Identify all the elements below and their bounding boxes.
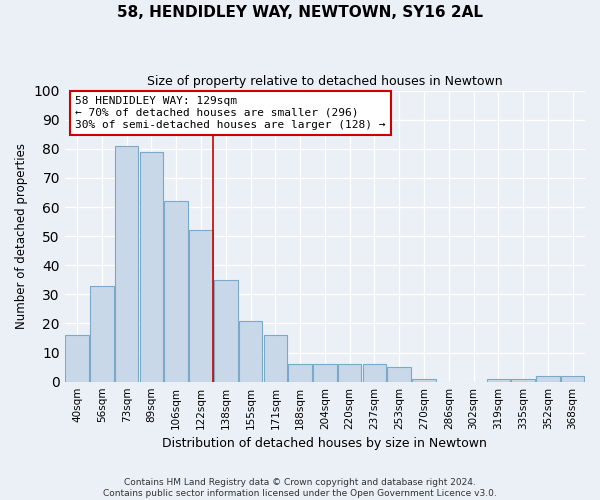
Bar: [487, 379, 510, 382]
Bar: [338, 364, 361, 382]
Bar: [90, 286, 114, 382]
Bar: [164, 201, 188, 382]
Bar: [239, 320, 262, 382]
Text: Contains HM Land Registry data © Crown copyright and database right 2024.
Contai: Contains HM Land Registry data © Crown c…: [103, 478, 497, 498]
Bar: [140, 152, 163, 382]
Bar: [65, 335, 89, 382]
Bar: [388, 367, 411, 382]
Text: 58, HENDIDLEY WAY, NEWTOWN, SY16 2AL: 58, HENDIDLEY WAY, NEWTOWN, SY16 2AL: [117, 5, 483, 20]
X-axis label: Distribution of detached houses by size in Newtown: Distribution of detached houses by size …: [163, 437, 487, 450]
Bar: [536, 376, 560, 382]
Bar: [189, 230, 213, 382]
Bar: [511, 379, 535, 382]
Bar: [561, 376, 584, 382]
Bar: [289, 364, 312, 382]
Y-axis label: Number of detached properties: Number of detached properties: [15, 143, 28, 329]
Bar: [214, 280, 238, 382]
Title: Size of property relative to detached houses in Newtown: Size of property relative to detached ho…: [147, 75, 503, 88]
Text: 58 HENDIDLEY WAY: 129sqm
← 70% of detached houses are smaller (296)
30% of semi-: 58 HENDIDLEY WAY: 129sqm ← 70% of detach…: [75, 96, 386, 130]
Bar: [362, 364, 386, 382]
Bar: [115, 146, 139, 382]
Bar: [412, 379, 436, 382]
Bar: [313, 364, 337, 382]
Bar: [263, 335, 287, 382]
